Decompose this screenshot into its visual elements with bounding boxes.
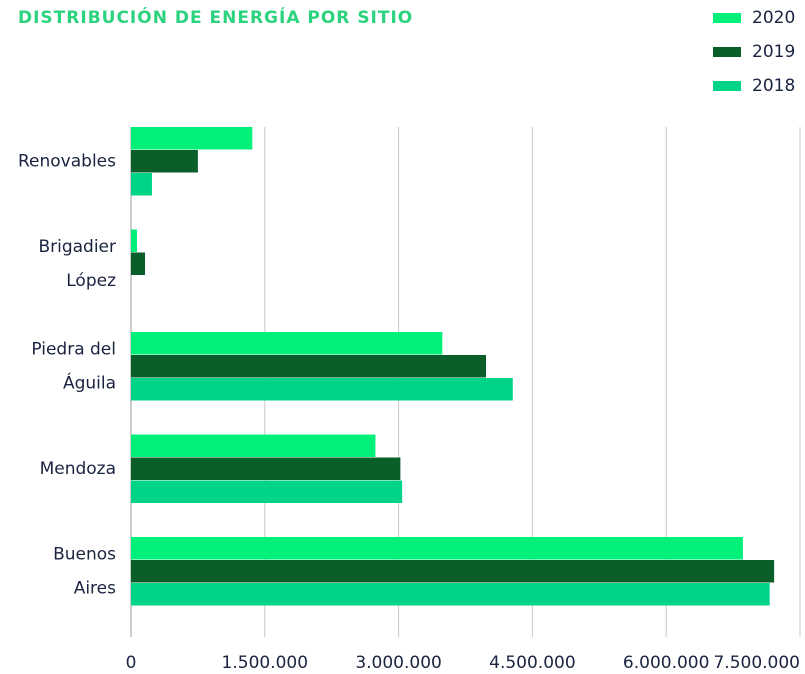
bar — [131, 378, 513, 401]
y-tick-label: Mendoza — [40, 459, 116, 479]
x-tick-label: 0 — [126, 653, 137, 673]
x-tick-label: 1.500.000 — [222, 653, 309, 673]
bar — [131, 355, 487, 378]
legend-label: 2019 — [752, 42, 795, 62]
bar — [131, 480, 403, 503]
legend-label: 2020 — [752, 8, 795, 28]
y-tick-label: Renovables — [18, 152, 116, 172]
legend-swatch — [713, 47, 741, 57]
bar — [131, 434, 376, 457]
bar — [131, 457, 401, 480]
bar — [131, 583, 770, 606]
legend-label: 2018 — [752, 76, 795, 96]
x-tick-label: 7.500.000 — [713, 653, 800, 673]
legend-swatch — [713, 13, 741, 23]
chart-title: DISTRIBUCIÓN DE ENERGÍA POR SITIO — [18, 6, 413, 28]
bar — [131, 537, 743, 560]
bar — [131, 332, 443, 355]
bar — [131, 252, 146, 275]
x-tick-label: 3.000.000 — [355, 653, 442, 673]
bar — [131, 150, 198, 173]
x-tick-label: 6.000.000 — [623, 653, 710, 673]
bar — [131, 229, 137, 252]
y-tick-label: Buenos Aires — [53, 545, 116, 599]
legend-swatch — [713, 81, 741, 91]
bar — [131, 173, 152, 196]
y-tick-label: Brigadier López — [38, 237, 116, 291]
x-tick-label: 4.500.000 — [489, 653, 576, 673]
y-tick-label: Piedra del Águila — [31, 340, 116, 394]
bar — [131, 127, 253, 150]
bar — [131, 560, 775, 583]
